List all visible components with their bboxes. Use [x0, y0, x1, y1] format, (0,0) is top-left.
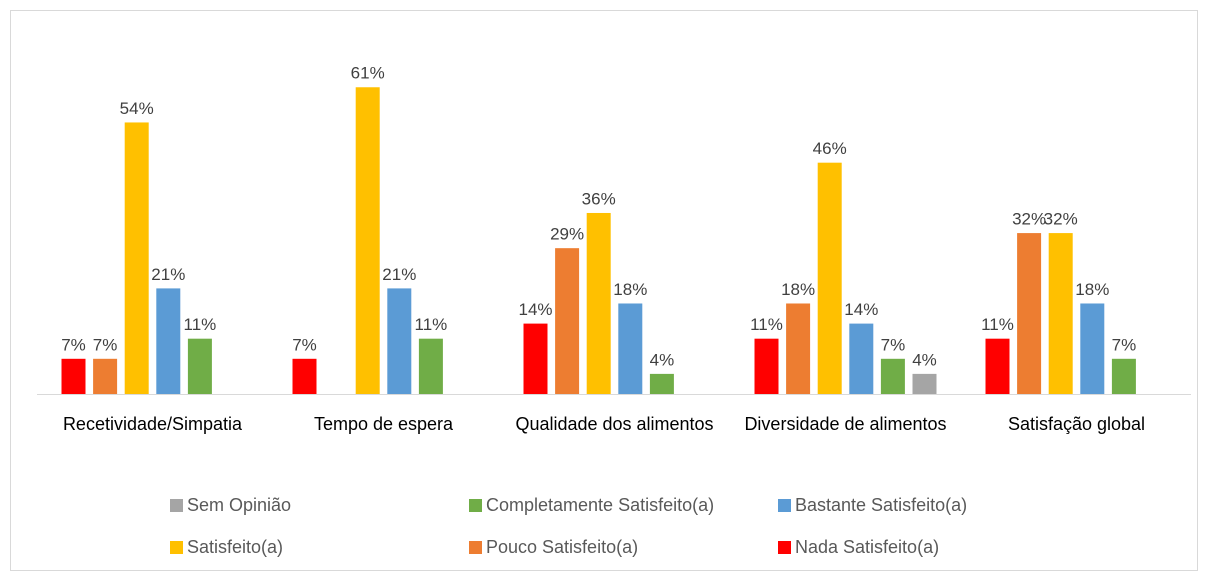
legend-label: Nada Satisfeito(a) — [795, 537, 940, 557]
legend-item: Bastante Satisfeito(a) — [778, 495, 967, 516]
bar — [292, 358, 317, 394]
bar — [61, 358, 86, 394]
bar — [156, 288, 181, 394]
legend-swatch — [778, 499, 791, 512]
bar — [355, 87, 380, 394]
bar — [754, 338, 779, 394]
x-tick-label: Tempo de espera — [313, 414, 454, 434]
x-tick-label: Satisfação global — [1007, 414, 1146, 434]
bar — [912, 373, 937, 394]
data-label: 18% — [781, 280, 815, 299]
data-label: 36% — [582, 189, 616, 208]
x-tick-label: Recetividade/Simpatia — [62, 414, 243, 434]
bar — [523, 323, 548, 394]
legend-item: Sem Opinião — [170, 495, 291, 516]
bar — [849, 323, 874, 394]
bar — [817, 162, 842, 394]
bar — [786, 303, 811, 394]
legend-label: Pouco Satisfeito(a) — [486, 537, 639, 557]
data-label: 21% — [151, 265, 185, 284]
bar — [1111, 358, 1136, 394]
data-label: 7% — [292, 335, 317, 354]
data-label: 18% — [613, 280, 647, 299]
bar — [1080, 303, 1105, 394]
data-label: 11% — [415, 315, 448, 334]
data-label: 4% — [912, 350, 937, 369]
legend-label: Completamente Satisfeito(a) — [486, 495, 715, 515]
legend-swatch — [778, 541, 791, 554]
data-label: 18% — [1075, 280, 1109, 299]
bar — [387, 288, 412, 394]
data-label: 32% — [1012, 210, 1046, 229]
x-tick-label: Qualidade dos alimentos — [515, 414, 714, 434]
data-label: 14% — [518, 300, 552, 319]
legend-item: Completamente Satisfeito(a) — [469, 495, 714, 516]
data-label: 61% — [351, 64, 385, 83]
legend-label: Satisfeito(a) — [187, 537, 284, 557]
x-tick-label: Diversidade de alimentos — [744, 414, 947, 434]
data-label: 21% — [382, 265, 416, 284]
legend-item: Pouco Satisfeito(a) — [469, 537, 638, 558]
data-label: 46% — [813, 139, 847, 158]
data-label: 7% — [61, 335, 86, 354]
bar — [985, 338, 1010, 394]
legend-swatch — [469, 499, 482, 512]
legend-label: Bastante Satisfeito(a) — [795, 495, 968, 515]
bar — [93, 358, 118, 394]
bar — [124, 122, 149, 394]
legend-label: Sem Opinião — [187, 495, 292, 515]
legend-swatch — [170, 541, 183, 554]
data-label: 4% — [650, 350, 675, 369]
bar — [1048, 233, 1073, 394]
bar — [1017, 233, 1042, 394]
legend-swatch — [469, 541, 482, 554]
legend-item: Nada Satisfeito(a) — [778, 537, 939, 558]
bar — [187, 338, 212, 394]
data-label: 11% — [981, 315, 1014, 334]
bar — [880, 358, 905, 394]
data-label: 29% — [550, 225, 584, 244]
bar — [555, 248, 580, 394]
legend-item: Satisfeito(a) — [170, 537, 283, 558]
bar — [618, 303, 643, 394]
bar — [649, 373, 674, 394]
bar — [586, 212, 611, 394]
data-label: 11% — [184, 315, 217, 334]
data-label: 11% — [750, 315, 783, 334]
data-label: 7% — [1112, 335, 1137, 354]
data-label: 7% — [881, 335, 906, 354]
bar — [418, 338, 443, 394]
data-label: 7% — [93, 335, 118, 354]
data-label: 14% — [844, 300, 878, 319]
data-label: 54% — [120, 99, 154, 118]
legend-swatch — [170, 499, 183, 512]
data-label: 32% — [1044, 210, 1078, 229]
